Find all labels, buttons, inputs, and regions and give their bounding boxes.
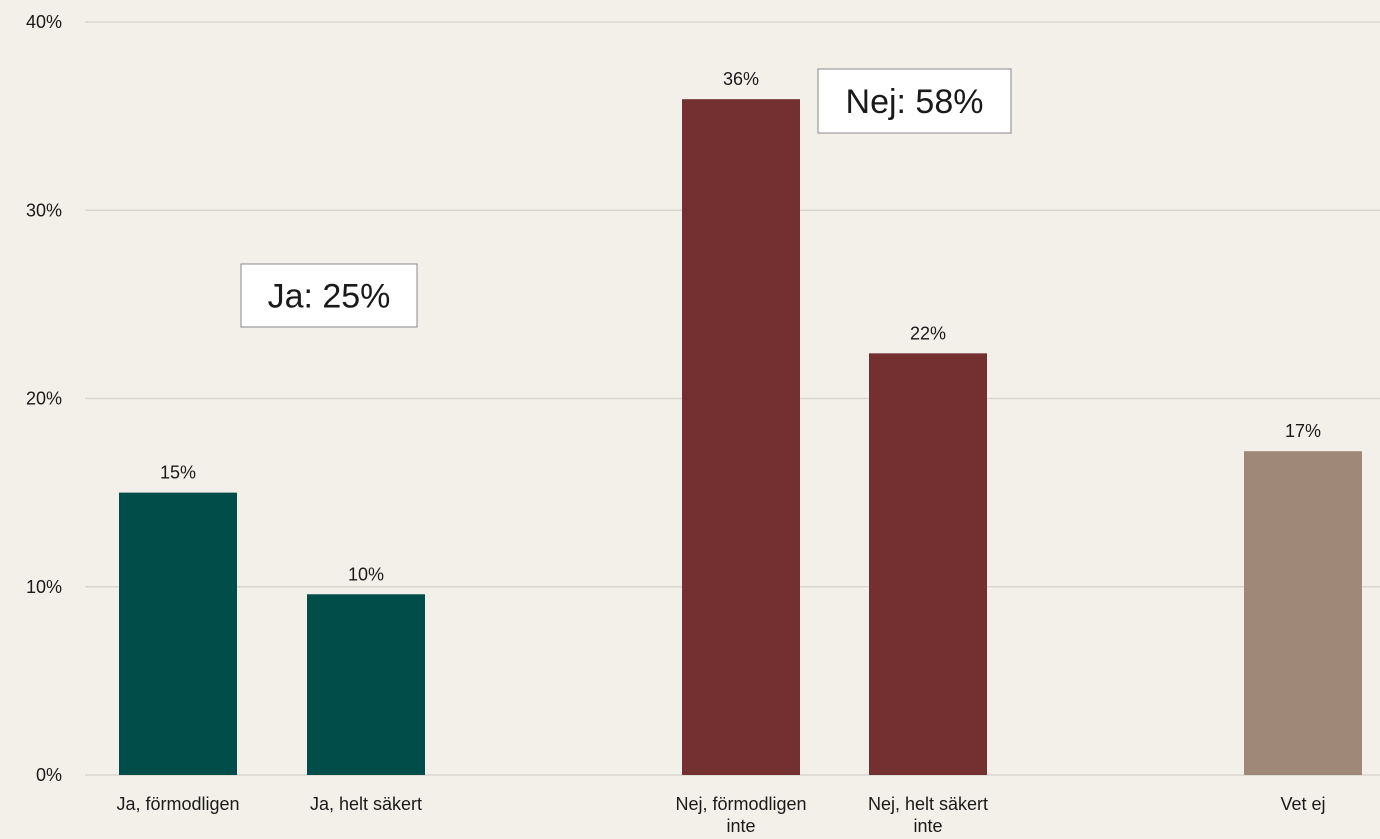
category-label: Nej, helt säkert inte — [868, 794, 988, 836]
annotation-nej: Nej: 58% — [817, 68, 1012, 134]
y-tick-label: 0% — [36, 765, 62, 785]
bar — [869, 353, 987, 775]
category-label-line: Nej, helt säkert — [868, 794, 988, 814]
data-label: 36% — [723, 69, 759, 89]
data-label: 10% — [348, 564, 384, 584]
category-label: Nej, förmodligen inte — [675, 794, 806, 836]
bar — [1244, 451, 1362, 775]
category-label-line: inte — [913, 816, 942, 836]
bars — [119, 99, 1362, 776]
category-label: Vet ej — [1280, 794, 1325, 814]
category-label: Ja, förmodligen — [116, 794, 239, 814]
annotations: Ja: 25% Nej: 58% — [240, 68, 1012, 328]
annotation-box — [240, 263, 418, 328]
category-label-line: inte — [726, 816, 755, 836]
y-axis-tick-labels: 0% 10% 20% 30% 40% — [26, 12, 62, 785]
bar — [682, 99, 800, 776]
category-label-line: Nej, förmodligen — [675, 794, 806, 814]
category-labels: Ja, förmodligen Ja, helt säkert Nej, förmo… — [116, 794, 1325, 836]
category-label-line: Vet ej — [1280, 794, 1325, 814]
data-label: 17% — [1285, 421, 1321, 441]
annotation-box — [817, 68, 1012, 134]
bar — [119, 492, 237, 775]
annotation-text: Nej: 58% — [846, 83, 984, 121]
y-tick-label: 40% — [26, 12, 62, 32]
category-label-line: Ja, helt säkert — [310, 794, 422, 814]
data-labels: 15% 10% 36% 22% 17% — [160, 69, 1321, 584]
y-tick-label: 20% — [26, 389, 62, 409]
annotation-ja: Ja: 25% — [240, 263, 418, 328]
y-tick-label: 30% — [26, 200, 62, 220]
annotation-text: Ja: 25% — [268, 278, 391, 316]
category-label: Ja, helt säkert — [310, 794, 422, 814]
data-label: 22% — [910, 323, 946, 343]
y-tick-label: 10% — [26, 577, 62, 597]
category-label-line: Ja, förmodligen — [116, 794, 239, 814]
data-label: 15% — [160, 463, 196, 483]
bar — [307, 594, 425, 775]
